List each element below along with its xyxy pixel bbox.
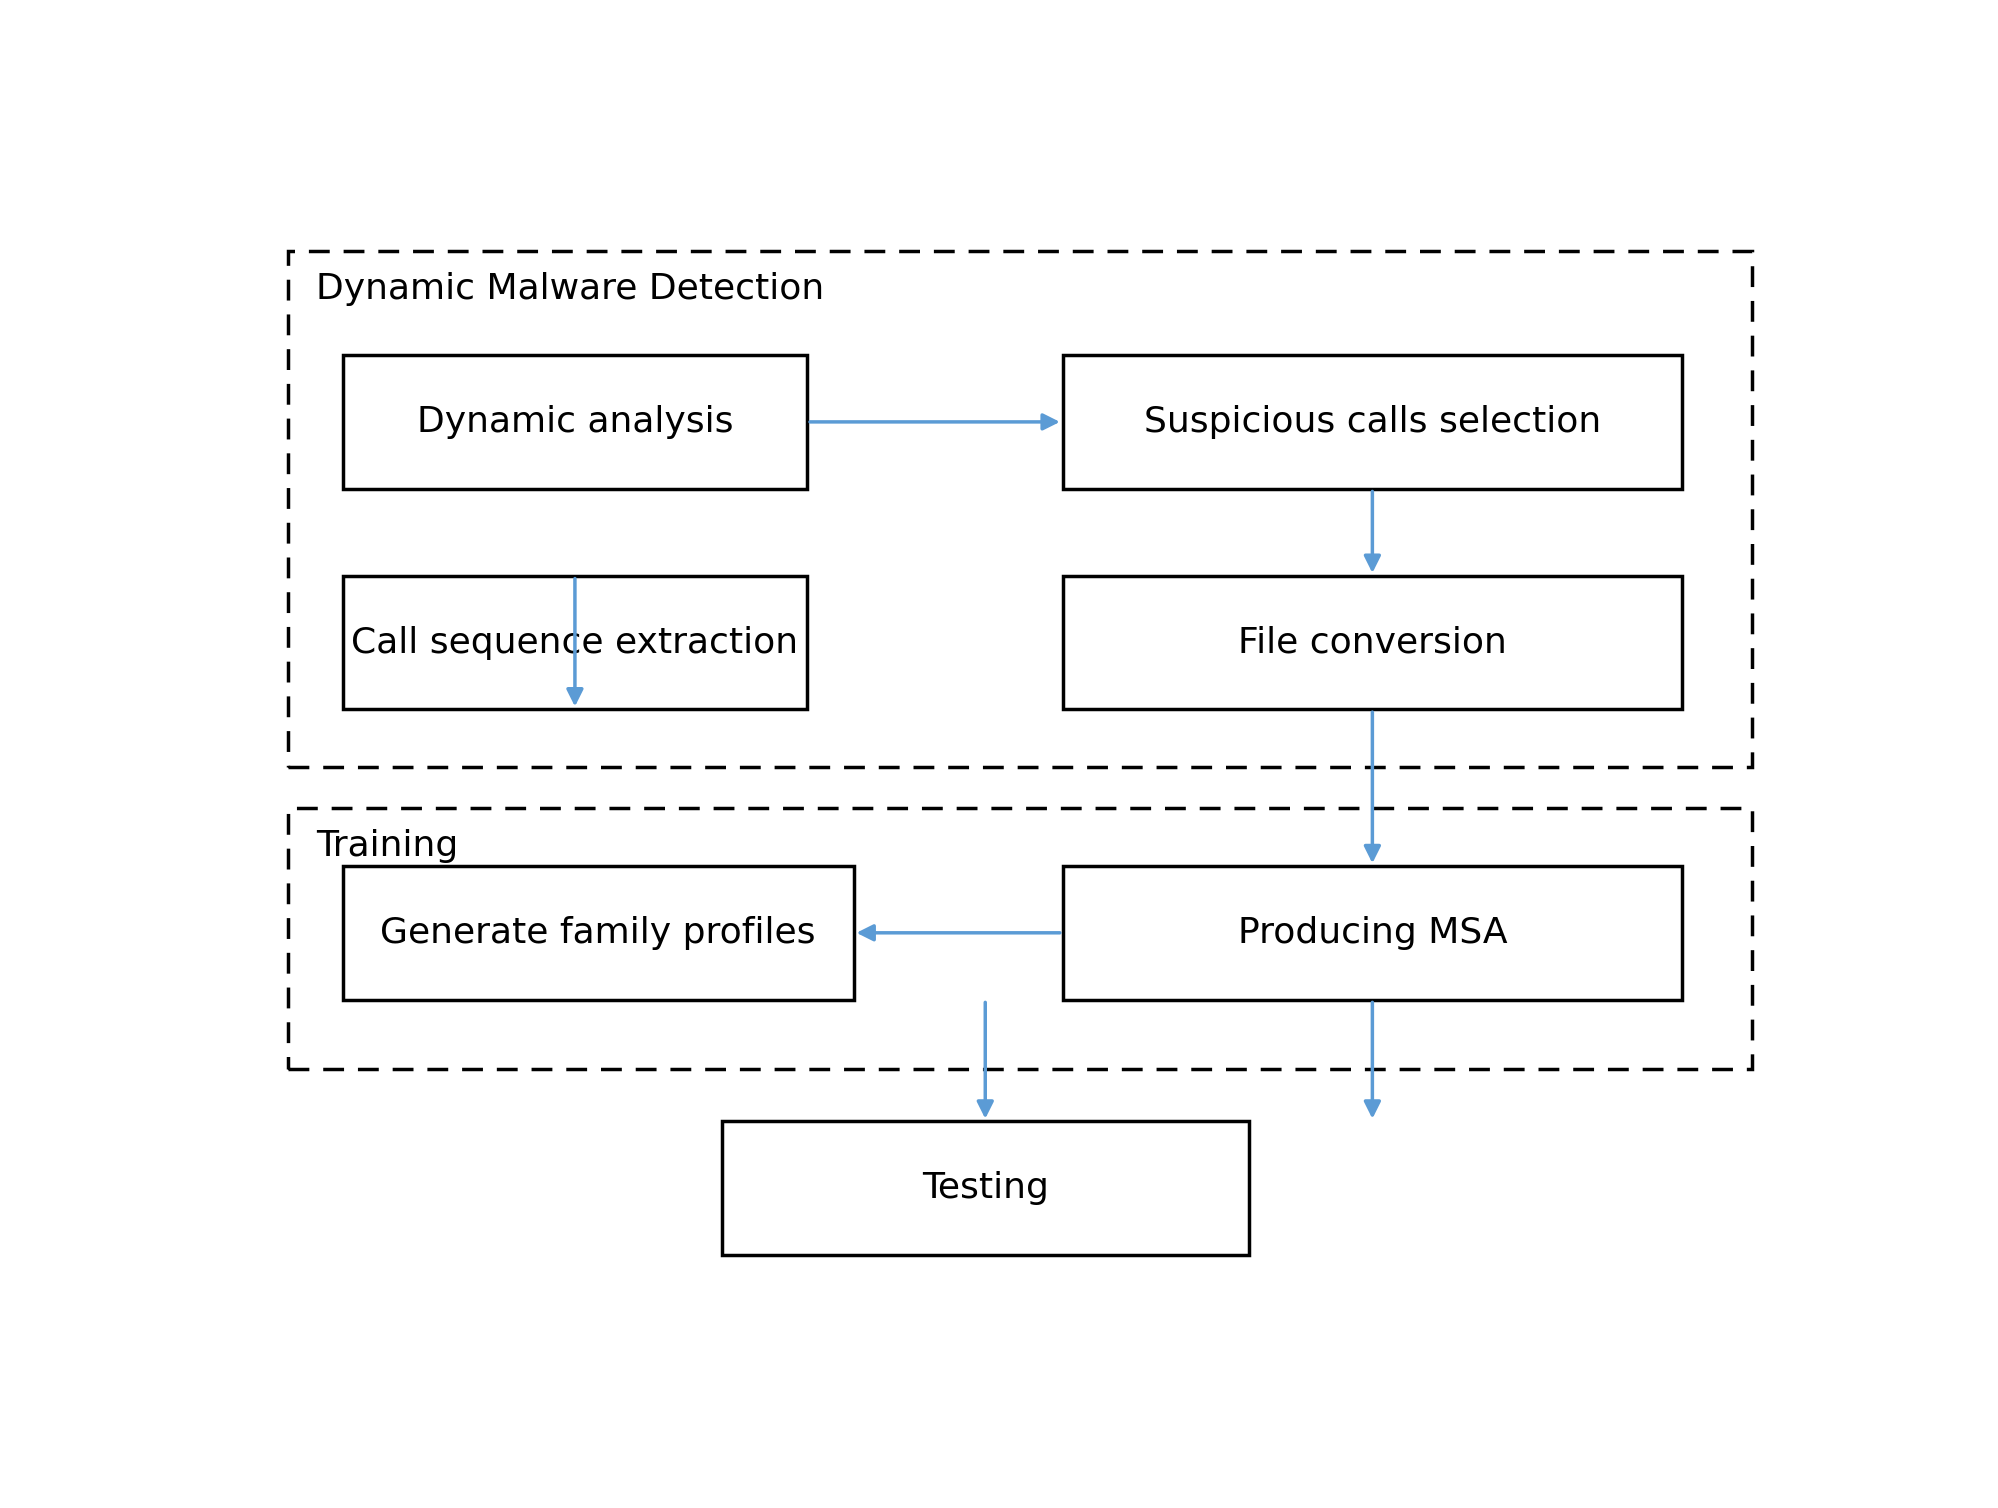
- Bar: [1063, 866, 1682, 1000]
- Text: Dynamic Malware Detection: Dynamic Malware Detection: [316, 271, 825, 306]
- Bar: [344, 866, 853, 1000]
- Text: Suspicious calls selection: Suspicious calls selection: [1143, 406, 1600, 439]
- Text: File conversion: File conversion: [1239, 626, 1506, 659]
- Bar: [1063, 356, 1682, 489]
- Text: Call sequence extraction: Call sequence extraction: [352, 626, 799, 659]
- Bar: [1063, 576, 1682, 709]
- Text: Dynamic analysis: Dynamic analysis: [418, 406, 733, 439]
- Bar: [344, 356, 807, 489]
- Text: Producing MSA: Producing MSA: [1237, 915, 1506, 950]
- Text: Testing: Testing: [921, 1172, 1049, 1205]
- Text: Training: Training: [316, 829, 460, 863]
- Bar: [721, 1122, 1249, 1255]
- Text: Generate family profiles: Generate family profiles: [380, 915, 815, 950]
- Bar: [344, 576, 807, 709]
- Bar: [288, 250, 1752, 768]
- Bar: [288, 808, 1752, 1069]
